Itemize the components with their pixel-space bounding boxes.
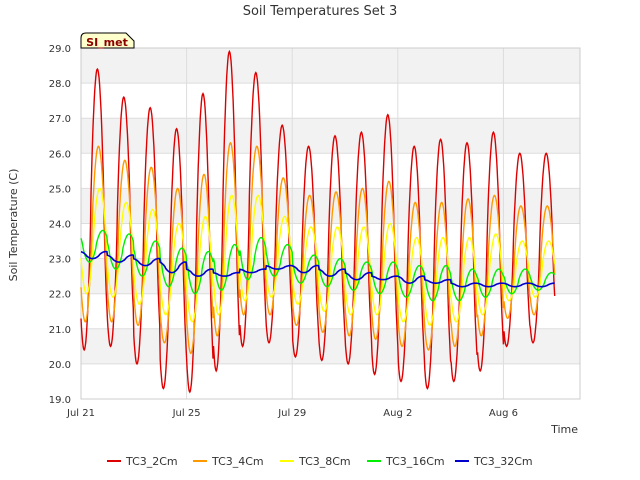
y-axis-ticks: 19.0 20.0 21.0 22.0 23.0 24.0 25.0 26.0 27.0 28.0…	[49, 44, 71, 406]
series-lines	[80, 49, 556, 394]
y-tick-label: 28.0	[49, 79, 71, 90]
plot-frame	[80, 47, 581, 400]
y-tick-label: 25.0	[49, 184, 71, 195]
legend-label: TC3_16Cm	[385, 455, 445, 468]
series-line-tc3-2cm	[80, 49, 556, 394]
y-tick-label: 29.0	[49, 44, 71, 55]
x-tick-label: Jul 21	[66, 408, 95, 419]
y-tick-label: 19.0	[49, 395, 71, 406]
y-tick-label: 24.0	[49, 220, 71, 231]
legend-label: TC3_4Cm	[211, 455, 264, 468]
y-tick-label: 23.0	[49, 255, 71, 266]
y-tick-label: 20.0	[49, 360, 71, 371]
badge-text: SI_met	[86, 36, 128, 49]
y-tick-label: 27.0	[49, 114, 71, 125]
y-tick-label: 22.0	[49, 290, 71, 301]
grid-band	[81, 48, 580, 84]
series-line-tc3-4cm	[80, 141, 556, 355]
badge-box	[80, 32, 135, 49]
series-line-tc3-32cm	[80, 250, 555, 288]
legend: TC3_2Cm TC3_4Cm TC3_8Cm TC3_16Cm TC3_32Cm	[107, 455, 533, 468]
y-axis-label: Soil Temperature (C)	[7, 169, 20, 282]
x-tick-label: Aug 2	[383, 408, 412, 419]
y-tick-label: 26.0	[49, 149, 71, 160]
legend-label: TC3_8Cm	[298, 455, 351, 468]
series-line-tc3-16cm	[80, 229, 556, 302]
x-axis-label: Time	[550, 423, 578, 436]
x-tick-label: Aug 6	[489, 408, 518, 419]
y-tick-label: 21.0	[49, 325, 71, 336]
site-badge: SI_met	[80, 32, 135, 49]
chart-title: Soil Temperatures Set 3	[243, 4, 398, 19]
legend-label: TC3_2Cm	[125, 455, 178, 468]
x-tick-label: Jul 25	[172, 408, 201, 419]
x-axis-ticks: Jul 21 Jul 25 Jul 29 Aug 2 Aug 6	[66, 408, 518, 419]
grid-band	[81, 118, 580, 154]
grid-band	[81, 328, 580, 364]
legend-label: TC3_32Cm	[473, 455, 533, 468]
x-tick-label: Jul 29	[277, 408, 306, 419]
series-line-tc3-8cm	[80, 187, 556, 326]
